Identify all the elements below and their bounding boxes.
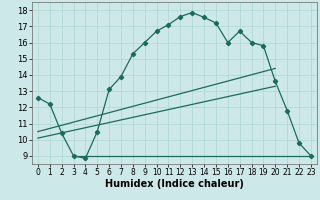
X-axis label: Humidex (Indice chaleur): Humidex (Indice chaleur): [105, 179, 244, 189]
